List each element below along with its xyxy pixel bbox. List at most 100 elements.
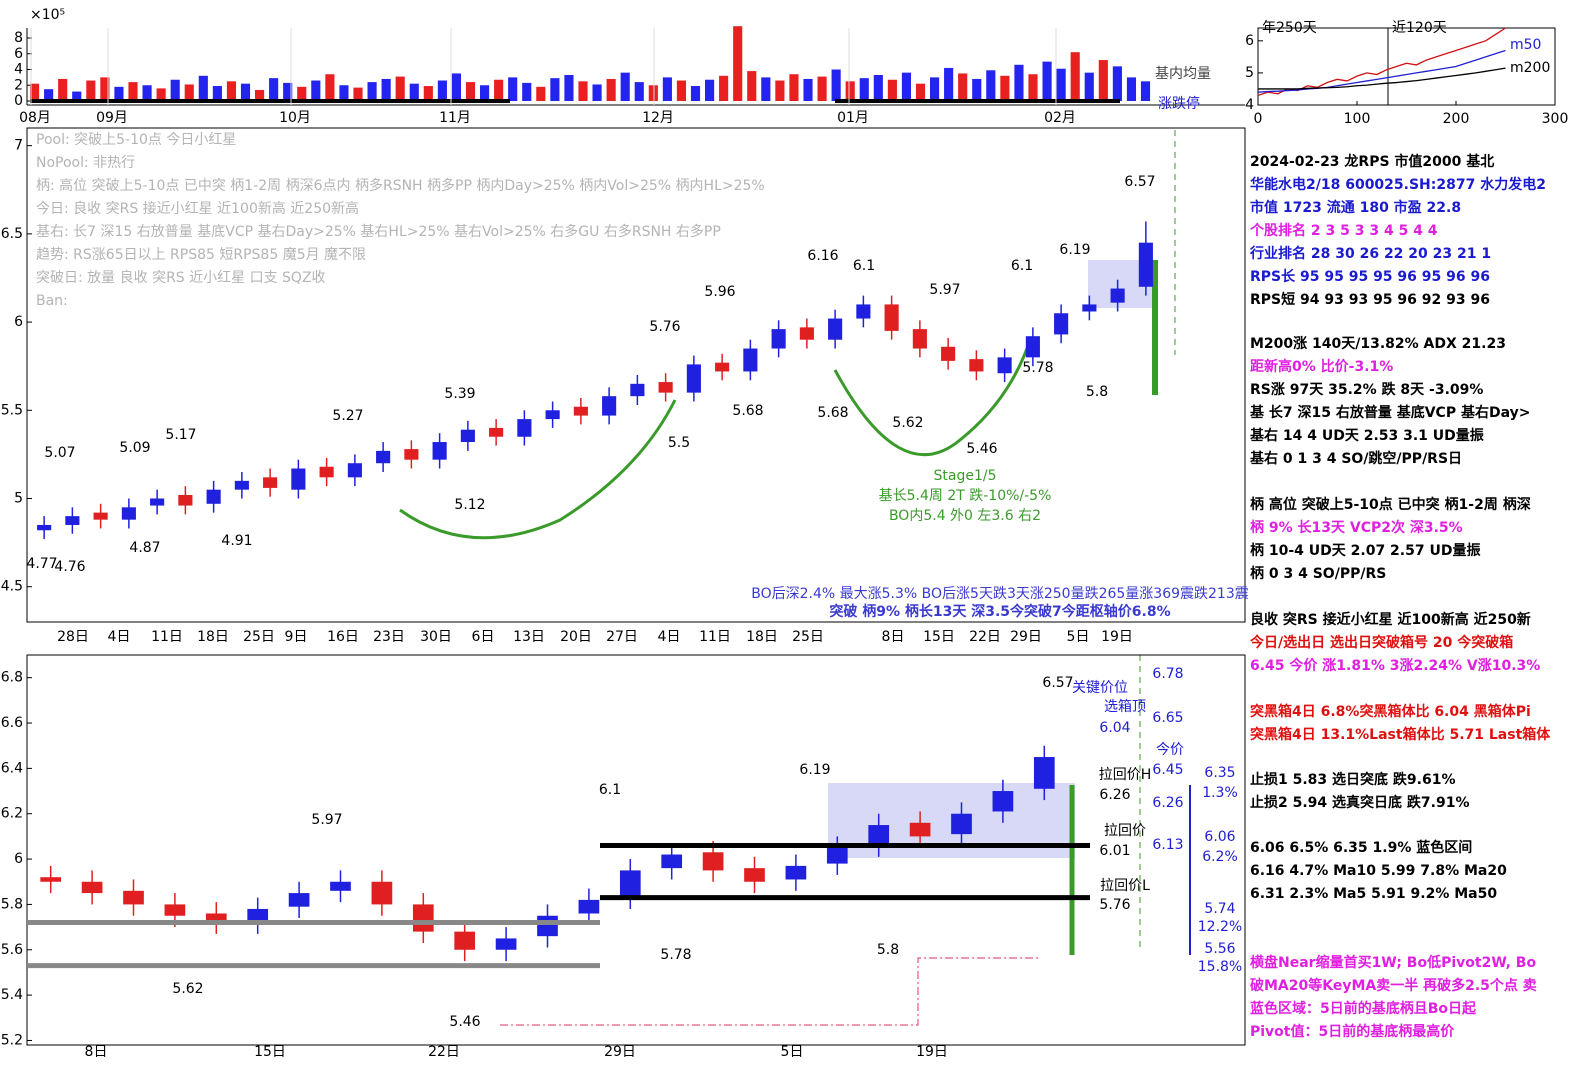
price-annotation: 6.1 bbox=[599, 782, 621, 798]
candle-body bbox=[661, 854, 683, 869]
x-tick-label: 5日 bbox=[781, 1044, 804, 1060]
price-annotation: 6.57 bbox=[1042, 675, 1073, 691]
x-tick-label: 11日 bbox=[699, 629, 731, 645]
info-line: Pivot值：5日前的基底柄最高价 bbox=[1250, 1023, 1455, 1040]
filter-note: Ban: bbox=[36, 293, 68, 309]
volume-bar bbox=[747, 71, 757, 101]
y-tick-label: 4.5 bbox=[1, 579, 23, 595]
price-annotation: 6.78 bbox=[1152, 666, 1183, 682]
volume-bar bbox=[198, 75, 208, 101]
candle-body bbox=[545, 410, 560, 420]
volume-bar bbox=[297, 86, 307, 101]
y-tick-label: 5 bbox=[1245, 65, 1254, 81]
info-line: 横盘Near缩量首买1W; Bo低Pivot2W, Bo bbox=[1250, 954, 1536, 971]
volume-bar bbox=[620, 72, 630, 101]
y-tick-label: 5 bbox=[14, 491, 23, 507]
price-annotation: 5.07 bbox=[44, 445, 75, 461]
candle-body bbox=[460, 429, 475, 443]
candle-body bbox=[868, 825, 890, 846]
series-line bbox=[1257, 27, 1506, 96]
y-tick-label: 5.6 bbox=[1, 942, 23, 958]
filter-note: 突破日: 放量 良收 突RS 近小红星 口支 SQZ收 bbox=[36, 270, 326, 286]
price-annotation: 1.3% bbox=[1202, 785, 1238, 801]
volume-bar bbox=[240, 83, 251, 101]
candle-body bbox=[319, 466, 334, 478]
candle-body bbox=[371, 881, 393, 905]
candle-body bbox=[1082, 304, 1097, 312]
candle-body bbox=[686, 364, 701, 393]
volume-bar bbox=[494, 79, 504, 101]
candle-body bbox=[432, 442, 447, 460]
candle-body bbox=[912, 329, 927, 349]
price-annotation: 5.27 bbox=[332, 408, 363, 424]
x-tick-label: 29日 bbox=[604, 1044, 636, 1060]
price-annotation: 5.8 bbox=[1086, 384, 1108, 400]
y-tick-label: 5.2 bbox=[1, 1032, 23, 1048]
legend-label: m200 bbox=[1510, 60, 1550, 76]
candle-body bbox=[1025, 336, 1040, 358]
volume-bar bbox=[930, 77, 940, 101]
x-tick-label: 11月 bbox=[439, 110, 471, 126]
volume-bar bbox=[508, 77, 518, 101]
info-line: 市值 1723 流通 180 市盈 22.8 bbox=[1250, 199, 1461, 216]
x-tick-label: 15日 bbox=[254, 1044, 286, 1060]
x-tick-label: 200 bbox=[1443, 111, 1470, 127]
volume-bar bbox=[1070, 52, 1080, 101]
y-tick-label: 4 bbox=[14, 62, 23, 78]
x-tick-label: 25日 bbox=[792, 629, 824, 645]
info-line: 6.45 今价 涨1.81% 3涨2.24% V涨10.3% bbox=[1250, 657, 1540, 674]
x-tick-label: 20日 bbox=[560, 629, 592, 645]
price-annotation: 关键价位 bbox=[1072, 680, 1128, 696]
x-tick-label: 27日 bbox=[606, 629, 638, 645]
chart-note: Stage1/5 bbox=[934, 468, 997, 484]
candle-body bbox=[941, 346, 956, 361]
candle-body bbox=[37, 524, 52, 531]
volume-bar bbox=[1042, 61, 1052, 101]
legend-label: m50 bbox=[1510, 37, 1541, 53]
x-tick-label: 100 bbox=[1344, 111, 1371, 127]
candle-body bbox=[123, 890, 144, 905]
candle-body bbox=[347, 463, 362, 478]
info-line: 2024-02-23 龙RPS 市值2000 基北 bbox=[1250, 153, 1494, 170]
x-tick-label: 9日 bbox=[285, 629, 308, 645]
price-annotation: 拉回价 bbox=[1104, 823, 1146, 839]
volume-bar bbox=[86, 80, 96, 101]
candle-body bbox=[799, 327, 814, 340]
info-line: 突黑箱4日 13.1%Last箱体比 5.71 Last箱体 bbox=[1250, 726, 1551, 743]
price-annotation: 4.87 bbox=[129, 540, 160, 556]
volume-bar bbox=[648, 85, 658, 101]
cup-curve bbox=[833, 339, 1032, 457]
x-tick-label: 8日 bbox=[882, 629, 905, 645]
price-annotation: 6.13 bbox=[1152, 837, 1183, 853]
candle-body bbox=[619, 870, 641, 898]
candle-body bbox=[909, 822, 931, 837]
x-tick-label: 01月 bbox=[837, 110, 869, 126]
info-line: 突黑箱4日 6.8%突黑箱体比 6.04 黑箱体Pi bbox=[1250, 703, 1531, 720]
price-annotation: 5.56 bbox=[1204, 941, 1235, 957]
x-tick-label: 22日 bbox=[969, 629, 1001, 645]
price-annotation: 5.17 bbox=[165, 427, 196, 443]
price-annotation: 6.26 bbox=[1099, 787, 1130, 803]
y-tick-label: 6.4 bbox=[1, 760, 23, 776]
volume-bar bbox=[1084, 72, 1094, 101]
price-annotation: 拉回价L bbox=[1100, 878, 1150, 894]
chart-note: 突破 柄9% 柄长13天 深3.5今突破7今距枢轴价6.8% bbox=[829, 603, 1170, 620]
candle-body bbox=[376, 450, 391, 464]
y-tick-label: 2 bbox=[14, 77, 23, 93]
x-tick-label: 25日 bbox=[243, 629, 275, 645]
candle-body bbox=[164, 904, 186, 916]
candle-body bbox=[578, 899, 600, 914]
y-tick-label: 8 bbox=[14, 30, 23, 46]
volume-bar bbox=[578, 81, 588, 101]
x-tick-label: 28日 bbox=[57, 629, 89, 645]
volume-bar bbox=[170, 79, 180, 101]
volume-bar bbox=[958, 73, 968, 101]
cup-curve bbox=[399, 399, 677, 540]
volume-bar bbox=[1112, 66, 1122, 101]
chart-note: BO后深2.4% 最大涨5.3% BO后涨5天跌3天涨250量跌265量涨369… bbox=[751, 586, 1249, 602]
x-tick-label: 30日 bbox=[420, 629, 452, 645]
price-annotation: 5.68 bbox=[817, 405, 848, 421]
x-tick-label: 13日 bbox=[513, 629, 545, 645]
price-annotation: 4.91 bbox=[221, 533, 252, 549]
y-tick-label: 6 bbox=[14, 314, 23, 330]
